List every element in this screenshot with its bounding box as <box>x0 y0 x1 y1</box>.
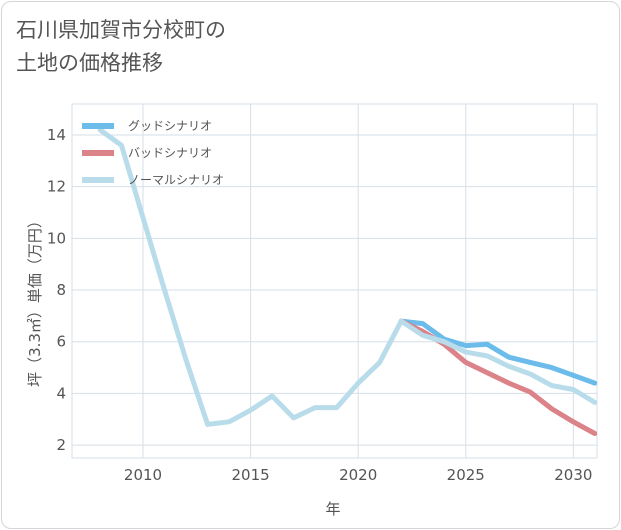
y-tick-label: 8 <box>56 281 66 299</box>
x-axis-title: 年 <box>325 500 340 518</box>
chart-title-line-2: 土地の価格推移 <box>16 51 163 75</box>
y-tick-label: 10 <box>47 229 66 247</box>
y-tick-label: 12 <box>47 178 66 196</box>
series-lines <box>97 127 597 436</box>
series-line-0 <box>398 318 597 386</box>
series-line-2 <box>97 127 597 427</box>
y-tick-label: 2 <box>56 436 66 454</box>
x-tick-label: 2010 <box>124 466 162 484</box>
tick-labels: 2 4 6 8 10 12 14 2010 2015 2020 2025 2030 <box>47 126 593 484</box>
chart-title: 石川県加賀市分校町の 土地の価格推移 <box>16 14 226 80</box>
plot-area <box>71 103 598 459</box>
y-tick-label: 14 <box>47 126 66 144</box>
y-tick-label: 6 <box>56 333 66 351</box>
y-tick-label: 4 <box>56 384 66 402</box>
legend-label-2: ノーマルシナリオ <box>128 173 224 187</box>
grid-lines <box>71 103 598 459</box>
x-tick-label: 2015 <box>231 466 269 484</box>
x-tick-label: 2020 <box>339 466 377 484</box>
x-tick-label: 2030 <box>554 466 592 484</box>
y-axis-title: 坪（3.3㎡）単価（万円） <box>26 213 44 387</box>
x-tick-label: 2025 <box>447 466 485 484</box>
chart-title-line-1: 石川県加賀市分校町の <box>16 18 226 42</box>
legend-label-1: バッドシナリオ <box>128 146 212 160</box>
legend-label-0: グッドシナリオ <box>128 119 212 133</box>
